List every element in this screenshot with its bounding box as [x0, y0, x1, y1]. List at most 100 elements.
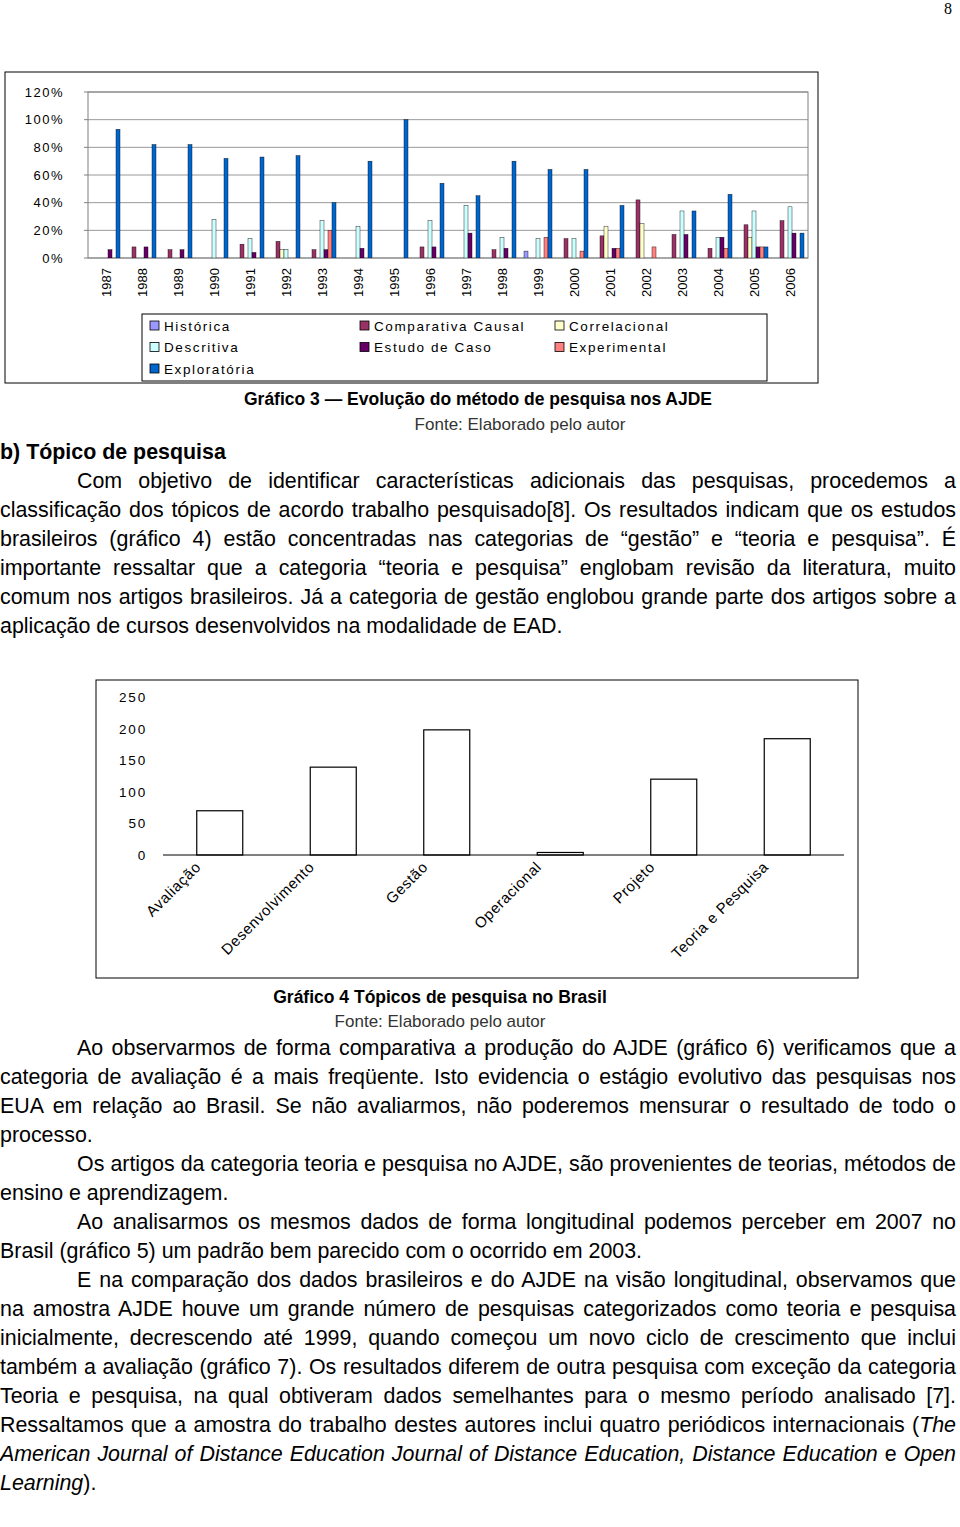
category-label: 2004 — [711, 268, 726, 297]
bar — [128, 258, 132, 259]
bar — [668, 258, 672, 259]
bar — [116, 129, 120, 258]
bar — [740, 258, 744, 259]
bar — [200, 258, 204, 259]
tick-mark — [84, 175, 88, 176]
tick-label: 50 — [128, 816, 147, 831]
bar — [620, 205, 624, 258]
bar — [716, 237, 720, 258]
bar — [132, 247, 136, 258]
bar — [436, 258, 440, 259]
bar — [764, 739, 810, 855]
bar — [640, 223, 644, 258]
tick-label: 0% — [42, 251, 64, 266]
bar — [248, 239, 252, 258]
bar — [544, 237, 548, 258]
bar — [384, 258, 388, 259]
tick-label: 100 — [119, 785, 147, 800]
legend-swatch — [150, 364, 159, 373]
paragraph: E na comparação dos dados brasileiros e … — [0, 1266, 956, 1498]
bar — [596, 258, 600, 259]
bar — [776, 258, 780, 259]
bar — [197, 811, 243, 855]
legend-label: Histórica — [164, 319, 231, 334]
category-label: 2006 — [783, 268, 798, 297]
bar — [584, 169, 588, 258]
text-run: ). — [83, 1471, 96, 1495]
bar — [648, 258, 652, 259]
category-label: 1995 — [387, 268, 402, 297]
bar — [612, 248, 616, 258]
bar — [720, 237, 724, 258]
bar — [488, 258, 492, 259]
tick-label: 250 — [119, 690, 147, 705]
bar — [320, 221, 324, 258]
category-label: Operacional — [470, 858, 544, 932]
bar — [496, 258, 500, 259]
text-block: Ao observarmos de forma comparativa a pr… — [0, 1034, 956, 1498]
bar — [256, 258, 260, 259]
tick-mark — [84, 92, 88, 93]
chart-title: Gráfico 4 Tópicos de pesquisa no Brasil — [273, 987, 607, 1007]
legend-label: Correlacional — [569, 319, 669, 334]
bar — [688, 258, 692, 259]
bar — [276, 241, 280, 258]
category-label: 1987 — [99, 268, 114, 297]
legend-label: Experimental — [569, 340, 667, 355]
category-label: 2001 — [603, 268, 618, 297]
bar — [752, 211, 756, 258]
bar — [692, 211, 696, 258]
bar — [676, 258, 680, 259]
bar — [504, 248, 508, 258]
bar — [216, 258, 220, 259]
tick-mark — [84, 230, 88, 231]
category-label: Gestão — [382, 858, 431, 907]
bar — [472, 258, 476, 259]
bar — [164, 258, 168, 259]
grid-line — [88, 175, 808, 176]
text-run: e — [878, 1442, 904, 1466]
bar — [784, 258, 788, 259]
paragraph: Com objetivo de identificar característi… — [0, 467, 956, 641]
chart-4: 050100150200250AvaliaçãoDesenvolvimentoG… — [96, 680, 858, 1031]
bar — [476, 196, 480, 258]
bar — [284, 250, 288, 258]
chart-source: Fonte: Elaborado pelo autor — [335, 1012, 546, 1031]
paragraph: Ao analisarmos os mesmos dados de forma … — [0, 1208, 956, 1266]
category-label: 1989 — [171, 268, 186, 297]
bar — [652, 247, 656, 258]
legend-label: Descritiva — [164, 340, 239, 355]
bar — [380, 258, 384, 259]
tick-label: 150 — [119, 753, 147, 768]
bar — [332, 203, 336, 258]
plot-area — [88, 92, 808, 258]
category-label: 1997 — [459, 268, 474, 297]
bar — [432, 247, 436, 258]
bar — [356, 226, 360, 258]
bar — [780, 221, 784, 258]
bar — [312, 250, 316, 258]
legend-swatch — [360, 321, 369, 330]
bar — [236, 258, 240, 259]
category-label: 2000 — [567, 268, 582, 297]
legend-box — [142, 314, 767, 381]
bar — [580, 251, 584, 258]
bar — [800, 233, 804, 258]
tick-label: 0 — [138, 848, 147, 863]
bar — [344, 258, 348, 259]
category-label: 1996 — [423, 268, 438, 297]
bar — [280, 250, 284, 258]
bar — [364, 258, 368, 259]
bar — [760, 247, 764, 258]
bar — [424, 258, 428, 259]
bar — [756, 247, 760, 258]
bar — [296, 156, 300, 258]
bar — [532, 258, 536, 259]
tick-mark — [84, 258, 88, 259]
category-label: 1994 — [351, 268, 366, 297]
bar — [672, 234, 676, 258]
bar — [636, 200, 640, 258]
bar — [272, 258, 276, 259]
bar — [464, 205, 468, 258]
bar — [176, 258, 180, 259]
